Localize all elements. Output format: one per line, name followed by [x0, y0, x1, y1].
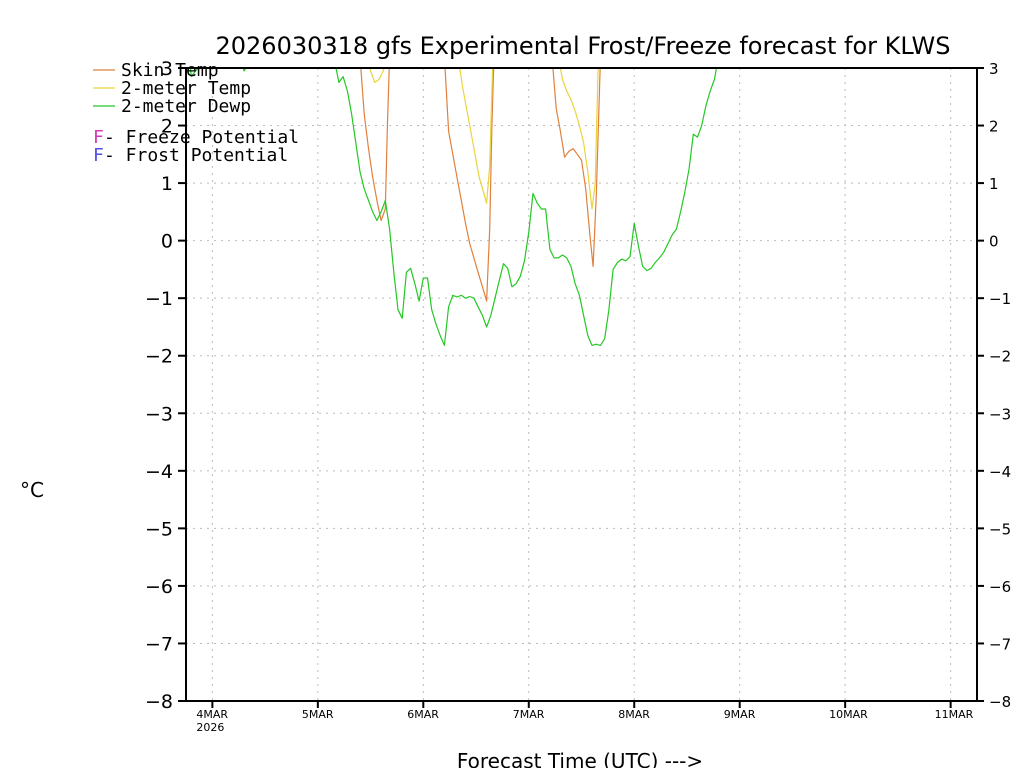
series-line-2-meter-temp-2	[559, 68, 599, 210]
y-tick-label: −1	[145, 288, 173, 310]
y-tick-label: −7	[145, 633, 173, 655]
right-y-tick-label: −3	[989, 405, 1011, 423]
y-tick-label: 3	[161, 58, 173, 80]
x-tick-label: 6MAR	[407, 708, 439, 721]
x-tick-label: 8MAR	[618, 708, 650, 721]
y-axis-right: −8 −7 −6 −5 −4 −3 −2 −1 0 1 2 3	[977, 60, 1011, 711]
y-tick-label: 0	[161, 231, 173, 253]
y-tick-label: 2	[161, 116, 173, 138]
series-line-2-meter-dewp-0	[189, 68, 200, 78]
x-tick-label: 11MAR	[935, 708, 974, 721]
y-tick-label: −6	[145, 576, 173, 598]
legend-label: Skin Temp	[121, 60, 219, 81]
right-y-tick-label: 2	[989, 118, 999, 136]
y-tick-label: −2	[145, 346, 173, 368]
right-y-tick-label: −4	[989, 463, 1011, 481]
series-line-2-meter-dewp-1	[242, 68, 247, 72]
potential-label: - Frost Potential	[104, 145, 288, 166]
y-tick-label: −5	[145, 518, 173, 540]
y-tick-label: −3	[145, 403, 173, 425]
potential-marker: F	[93, 145, 104, 166]
y-tick-label: 1	[161, 173, 173, 195]
right-y-tick-label: 0	[989, 233, 999, 251]
y-axis-label: °C	[20, 478, 44, 502]
right-y-tick-label: −6	[989, 578, 1011, 596]
right-y-tick-label: −5	[989, 520, 1011, 538]
right-y-tick-label: −1	[989, 290, 1011, 308]
series-line-skin-temp-0	[360, 68, 390, 222]
x-tick-label: 4MAR	[196, 708, 228, 721]
right-y-tick-label: 3	[989, 60, 999, 78]
series-line-2-meter-dewp-2	[335, 68, 718, 346]
x-axis-label: Forecast Time (UTC) --->	[457, 749, 703, 768]
potential-marker: F	[93, 127, 104, 148]
series-line-2-meter-temp-1	[459, 68, 494, 204]
x-tick-label: 10MAR	[829, 708, 868, 721]
x-tick-label: 7MAR	[513, 708, 545, 721]
legend-label: 2-meter Dewp	[121, 96, 251, 117]
potential-label: - Freeze Potential	[104, 127, 299, 148]
legend-label: 2-meter Temp	[121, 78, 251, 99]
series-line-skin-temp-1	[444, 68, 495, 302]
plot-frame	[185, 67, 978, 702]
x-tick-year-label: 2026	[196, 721, 224, 734]
series-line-skin-temp-2	[552, 68, 601, 268]
y-tick-label: −4	[145, 461, 173, 483]
series-line-2-meter-temp-0	[369, 68, 385, 84]
x-tick-label: 5MAR	[302, 708, 334, 721]
right-y-tick-label: −7	[989, 635, 1011, 653]
y-tick-label: −8	[145, 691, 173, 713]
right-y-tick-label: 1	[989, 175, 999, 193]
series-layer	[189, 68, 718, 346]
right-y-tick-label: −8	[989, 693, 1011, 711]
chart-title: 2026030318 gfs Experimental Frost/Freeze…	[216, 32, 951, 60]
x-tick-label: 9MAR	[724, 708, 756, 721]
right-y-tick-label: −2	[989, 348, 1011, 366]
y-axis-left: −8 −7 −6 −5 −4 −3 −2 −1 0 1 2 3	[145, 58, 186, 713]
